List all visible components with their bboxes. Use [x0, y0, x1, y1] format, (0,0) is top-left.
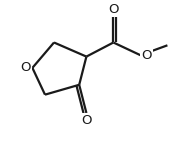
Text: O: O — [108, 3, 119, 16]
Text: O: O — [141, 49, 152, 62]
Text: O: O — [81, 114, 92, 127]
Text: O: O — [20, 61, 31, 74]
